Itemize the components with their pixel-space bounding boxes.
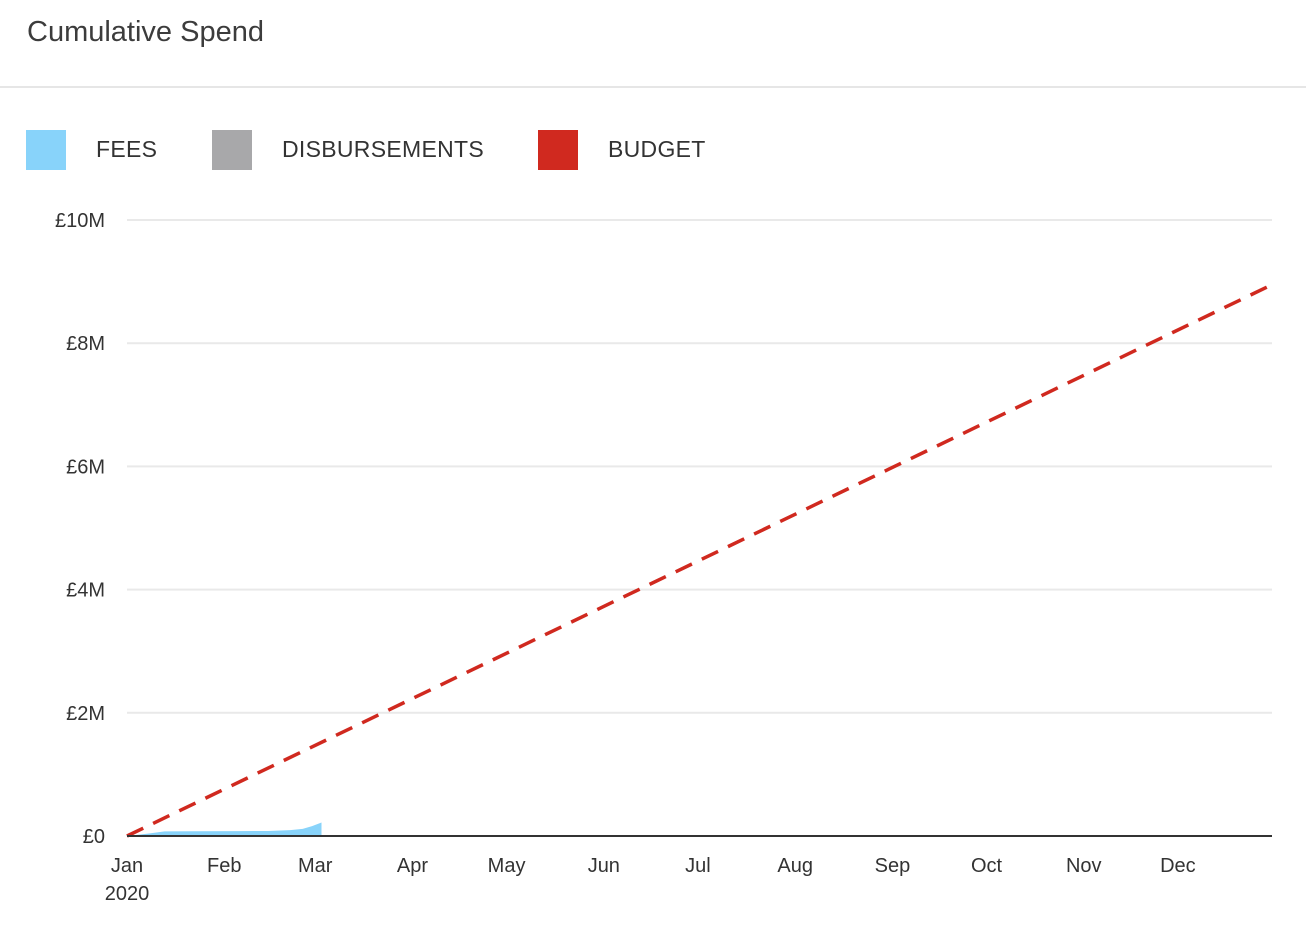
y-tick-label: £6M bbox=[66, 456, 105, 478]
x-tick-label: Nov bbox=[1066, 855, 1102, 877]
legend-label-budget: BUDGET bbox=[608, 136, 706, 162]
y-axis-ticks: £0 £2M £4M £6M £8M £10M bbox=[55, 210, 105, 848]
x-tick-label: Jul bbox=[685, 855, 711, 877]
chart-title: Cumulative Spend bbox=[27, 16, 264, 48]
x-axis-ticks: Jan 2020 Feb Mar Apr May Jun Jul Aug Sep Oct Nov Dec bbox=[105, 855, 1196, 905]
y-tick-label: £0 bbox=[83, 826, 105, 848]
y-tick-label: £8M bbox=[66, 333, 105, 355]
x-tick-sublabel: 2020 bbox=[105, 883, 150, 905]
x-tick-label: Mar bbox=[298, 855, 333, 877]
x-tick-label: Oct bbox=[971, 855, 1003, 877]
series-layer bbox=[126, 283, 1273, 838]
x-tick-label: May bbox=[488, 855, 526, 877]
legend-swatch-disbursements bbox=[212, 130, 252, 170]
x-tick-label: Apr bbox=[397, 855, 428, 877]
grid-lines bbox=[127, 219, 1272, 714]
x-tick-label: Dec bbox=[1160, 855, 1196, 877]
y-tick-label: £2M bbox=[66, 703, 105, 725]
legend-label-disbursements: DISBURSEMENTS bbox=[282, 136, 484, 162]
series-line-budget bbox=[126, 283, 1273, 838]
y-tick-label: £10M bbox=[55, 210, 105, 232]
series-area-fees bbox=[127, 822, 322, 836]
x-tick-label: Feb bbox=[207, 855, 241, 877]
x-tick-label: Sep bbox=[875, 855, 911, 877]
panel-header: Cumulative Spend bbox=[0, 0, 1306, 88]
x-tick-label: Jan bbox=[111, 855, 143, 877]
x-tick-label: Jun bbox=[588, 855, 620, 877]
x-tick-label: Aug bbox=[777, 855, 813, 877]
legend-swatch-fees bbox=[26, 130, 66, 170]
legend-label-fees: FEES bbox=[96, 136, 158, 162]
legend-swatch-budget bbox=[538, 130, 578, 170]
y-tick-label: £4M bbox=[66, 580, 105, 602]
